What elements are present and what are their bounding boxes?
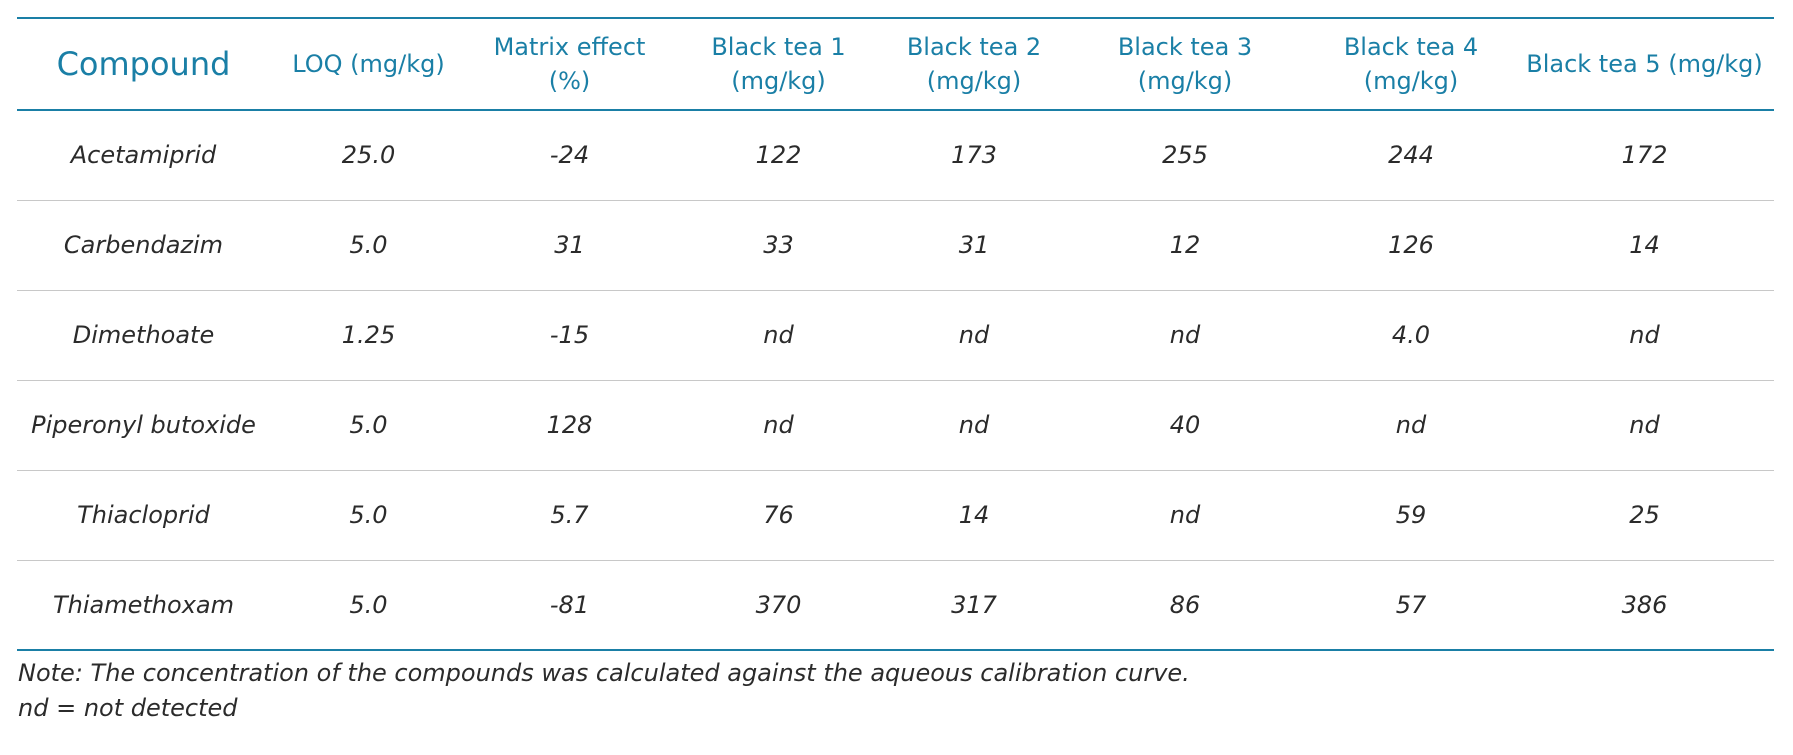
compound-cell: Acetamiprid — [70, 141, 217, 170]
black-tea-2-cell: nd — [958, 411, 990, 439]
loq-cell: 5.0 — [349, 411, 388, 439]
header-loq: LOQ (mg/kg) — [292, 50, 445, 78]
black-tea-3-cell: 12 — [1169, 231, 1201, 259]
header-black-tea-3: Black tea 3 (mg/kg) — [1117, 33, 1253, 95]
black-tea-1-cell: 33 — [763, 231, 794, 259]
matrix-effect-cell: -15 — [549, 321, 590, 349]
table-row: Dimethoate 1.25 -15 nd nd nd 4.0 nd — [17, 290, 1774, 380]
table-footnotes: Note: The concentration of the compounds… — [18, 656, 1190, 726]
header-black-tea-2: Black tea 2 (mg/kg) — [906, 33, 1042, 95]
compound-cell: Thiamethoxam — [53, 590, 234, 619]
black-tea-3-cell: nd — [1169, 321, 1201, 349]
black-tea-3-cell: nd — [1169, 501, 1201, 529]
black-tea-5-cell: 14 — [1629, 231, 1660, 259]
black-tea-2-cell: 31 — [958, 231, 990, 259]
loq-cell: 1.25 — [341, 321, 396, 349]
black-tea-3-cell: 40 — [1169, 411, 1201, 439]
table-row: Acetamiprid 25.0 -24 122 173 255 244 172 — [17, 110, 1774, 200]
matrix-effect-cell: 128 — [546, 411, 593, 439]
header-black-tea-4: Black tea 4 (mg/kg) — [1343, 33, 1479, 95]
results-table-container: Compound LOQ (mg/kg) Matrix effect (%) B… — [17, 17, 1774, 651]
matrix-effect-cell: -24 — [549, 141, 590, 170]
black-tea-1-cell: nd — [763, 321, 794, 349]
table-row: Thiamethoxam 5.0 -81 370 317 86 57 386 — [17, 560, 1774, 650]
table-row: Carbendazim 5.0 31 33 31 12 126 14 — [17, 200, 1774, 290]
black-tea-1-cell: 122 — [755, 141, 802, 170]
black-tea-4-cell: 4.0 — [1391, 321, 1431, 349]
nd-definition-note: nd = not detected — [18, 694, 238, 722]
black-tea-1-cell: 370 — [755, 590, 802, 619]
compound-cell: Thiacloprid — [77, 501, 210, 529]
black-tea-4-cell: 244 — [1388, 141, 1434, 170]
table-row: Piperonyl butoxide 5.0 128 nd nd 40 nd n… — [17, 380, 1774, 470]
pesticide-results-table: Compound LOQ (mg/kg) Matrix effect (%) B… — [17, 17, 1774, 651]
black-tea-2-cell: nd — [958, 321, 990, 349]
black-tea-3-cell: 255 — [1162, 141, 1208, 170]
loq-cell: 25.0 — [341, 141, 396, 170]
table-row: Thiacloprid 5.0 5.7 76 14 nd 59 25 — [17, 470, 1774, 560]
matrix-effect-cell: 5.7 — [550, 501, 589, 529]
black-tea-1-cell: nd — [763, 411, 794, 439]
calibration-note: Note: The concentration of the compounds… — [18, 659, 1190, 687]
black-tea-5-cell: nd — [1629, 321, 1660, 349]
black-tea-5-cell: 172 — [1621, 141, 1668, 170]
header-black-tea-5: Black tea 5 (mg/kg) — [1526, 50, 1763, 78]
black-tea-2-cell: 14 — [958, 501, 990, 529]
loq-cell: 5.0 — [349, 231, 388, 259]
black-tea-5-cell: nd — [1629, 411, 1660, 439]
header-row: Compound LOQ (mg/kg) Matrix effect (%) B… — [17, 18, 1774, 110]
header-compound: Compound — [56, 45, 231, 83]
loq-cell: 5.0 — [349, 501, 388, 529]
header-matrix-effect: Matrix effect (%) — [493, 33, 646, 95]
loq-cell: 5.0 — [349, 590, 388, 619]
compound-cell: Dimethoate — [72, 321, 215, 349]
black-tea-5-cell: 25 — [1629, 501, 1660, 529]
black-tea-1-cell: 76 — [763, 501, 794, 529]
black-tea-2-cell: 317 — [951, 590, 997, 619]
black-tea-4-cell: 126 — [1388, 231, 1434, 259]
matrix-effect-cell: -81 — [549, 590, 590, 619]
black-tea-4-cell: 57 — [1395, 590, 1427, 619]
header-black-tea-1: Black tea 1 (mg/kg) — [711, 33, 846, 95]
black-tea-2-cell: 173 — [951, 141, 997, 170]
compound-cell: Piperonyl butoxide — [31, 411, 256, 439]
matrix-effect-cell: 31 — [554, 231, 585, 259]
black-tea-4-cell: nd — [1395, 411, 1427, 439]
black-tea-4-cell: 59 — [1395, 501, 1427, 529]
compound-cell: Carbendazim — [63, 231, 224, 259]
black-tea-3-cell: 86 — [1169, 590, 1201, 619]
black-tea-5-cell: 386 — [1621, 590, 1668, 619]
